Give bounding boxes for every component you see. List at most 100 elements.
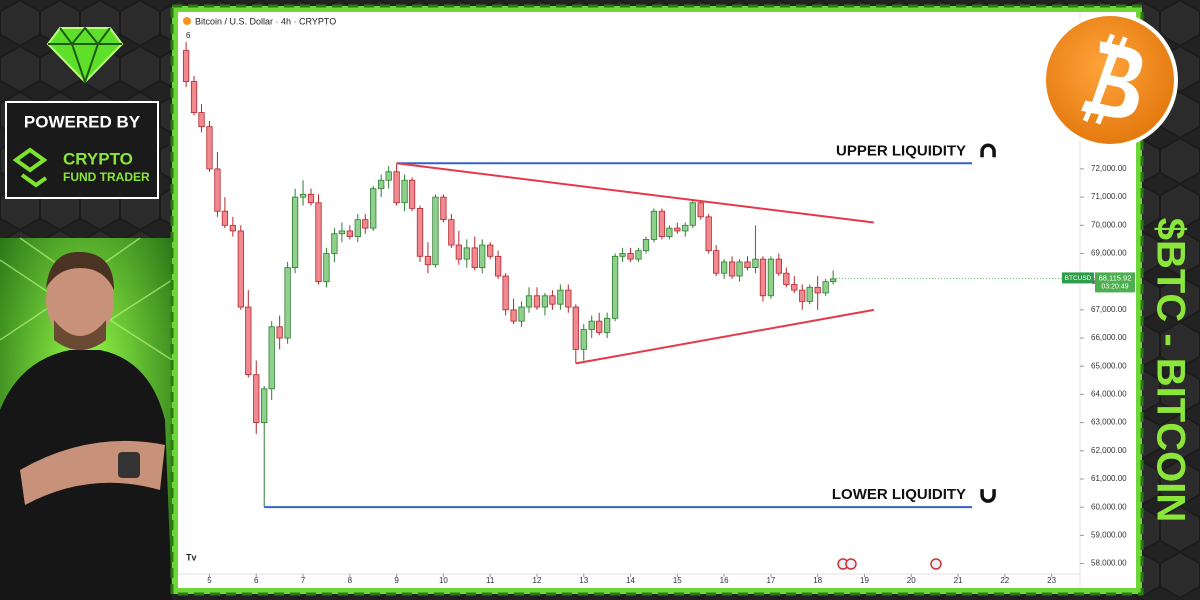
candle-body — [557, 289, 564, 305]
candle-body — [198, 112, 205, 128]
x-tick-label: 7 — [301, 576, 306, 585]
candle-body — [471, 247, 478, 268]
candle-body — [736, 261, 743, 277]
candle-body — [291, 196, 299, 268]
candle-body — [580, 329, 587, 350]
candle-body — [674, 227, 681, 232]
candle-body — [253, 374, 260, 424]
candle-body — [487, 244, 494, 257]
x-tick-label: 12 — [533, 576, 542, 585]
y-tick-label: 67,000.00 — [1091, 305, 1127, 314]
candle-body — [323, 253, 330, 283]
candle-body — [315, 202, 322, 283]
candle-body — [401, 179, 408, 204]
candle-body — [767, 258, 775, 297]
x-tick-label: 21 — [954, 576, 963, 585]
y-tick-label: 62,000.00 — [1091, 446, 1127, 455]
candle-body — [331, 233, 338, 254]
countdown: 03:20:49 — [1101, 283, 1128, 290]
chart-title: Bitcoin / U.S. Dollar · 4h · CRYPTO — [195, 16, 336, 26]
y-tick-label: 72,000.00 — [1091, 164, 1127, 173]
trendline — [396, 162, 874, 224]
x-tick-label: 14 — [626, 576, 635, 585]
brand-line2: FUND TRADER — [63, 170, 150, 184]
indicator-count: 6 — [186, 31, 191, 40]
candle-body — [502, 275, 509, 311]
x-tick-label: 23 — [1047, 576, 1056, 585]
candle-body — [572, 306, 579, 350]
x-tick-label: 19 — [860, 576, 869, 585]
tv-logo: ᵀᵛ — [186, 551, 197, 566]
candle-body — [666, 227, 673, 237]
trendline — [575, 308, 875, 365]
candle-body — [814, 286, 821, 294]
frame-dash — [170, 4, 1144, 596]
candle-body — [689, 202, 696, 226]
symbol-tag — [1062, 272, 1094, 284]
candle-body — [455, 244, 462, 260]
candle-body — [533, 295, 541, 308]
candle-body — [214, 168, 221, 212]
candle-body — [541, 295, 549, 308]
brand-line1: CRYPTO — [63, 149, 133, 168]
candle-body — [752, 258, 759, 268]
x-tick-label: 6 — [254, 576, 259, 585]
side-title: $BTC - BITCOIN — [1148, 218, 1192, 522]
x-tick-label: 22 — [1000, 576, 1009, 585]
candle-body — [268, 326, 275, 390]
y-tick-label: 61,000.00 — [1091, 474, 1127, 483]
x-tick-label: 17 — [766, 576, 775, 585]
candle-body — [463, 247, 470, 260]
event-icons — [837, 558, 942, 570]
candle-body — [354, 219, 361, 237]
candle-body — [728, 261, 736, 277]
candle-body — [370, 188, 377, 229]
candle-body — [791, 284, 798, 291]
y-tick-label: 58,000.00 — [1091, 559, 1127, 568]
candle-body — [408, 179, 416, 209]
candle-body — [510, 309, 517, 322]
bitcoin-logo — [1042, 12, 1178, 148]
candle-body — [658, 210, 666, 237]
x-tick-label: 10 — [439, 576, 448, 585]
candle-body — [829, 278, 837, 283]
brand-logo — [46, 26, 124, 86]
candle-body — [549, 295, 556, 305]
y-tick-label: 70,000.00 — [1091, 220, 1127, 229]
candle-body — [362, 219, 369, 229]
candle-body — [627, 253, 634, 260]
candle-body — [799, 289, 806, 302]
candle-body — [705, 216, 712, 252]
x-tick-label: 20 — [907, 576, 916, 585]
candle-body — [424, 255, 432, 266]
candle-body — [338, 230, 346, 235]
candle-body — [190, 81, 198, 113]
candle-body — [611, 255, 619, 319]
candle-body — [588, 320, 595, 330]
y-tick-label: 66,000.00 — [1091, 333, 1127, 342]
plot: 58,000.00 59,000.00 60,000.00 61,000.00 62,0… — [182, 42, 1135, 585]
candle-body — [806, 286, 813, 302]
y-tick-label: 60,000.00 — [1091, 502, 1127, 511]
candle-body — [385, 171, 392, 181]
y-tick-label: 64,000.00 — [1091, 390, 1127, 399]
x-tick-label: 13 — [579, 576, 588, 585]
price-label: 68,115.92 — [1099, 273, 1132, 282]
candle-body — [720, 261, 728, 274]
candle-body — [775, 258, 782, 274]
x-tick-label: 9 — [394, 576, 399, 585]
candle-body — [182, 50, 190, 82]
candle-body — [440, 196, 447, 221]
candle-body — [518, 306, 525, 322]
candle-body — [221, 210, 229, 226]
powered-by: POWERED BY — [24, 112, 141, 131]
candle-body — [642, 238, 650, 252]
candle-body — [525, 295, 533, 308]
candle-body — [307, 193, 315, 204]
candle-body — [378, 179, 385, 190]
candle-body — [759, 258, 767, 297]
liquidity-label: UPPER LIQUIDITY — [836, 142, 966, 159]
